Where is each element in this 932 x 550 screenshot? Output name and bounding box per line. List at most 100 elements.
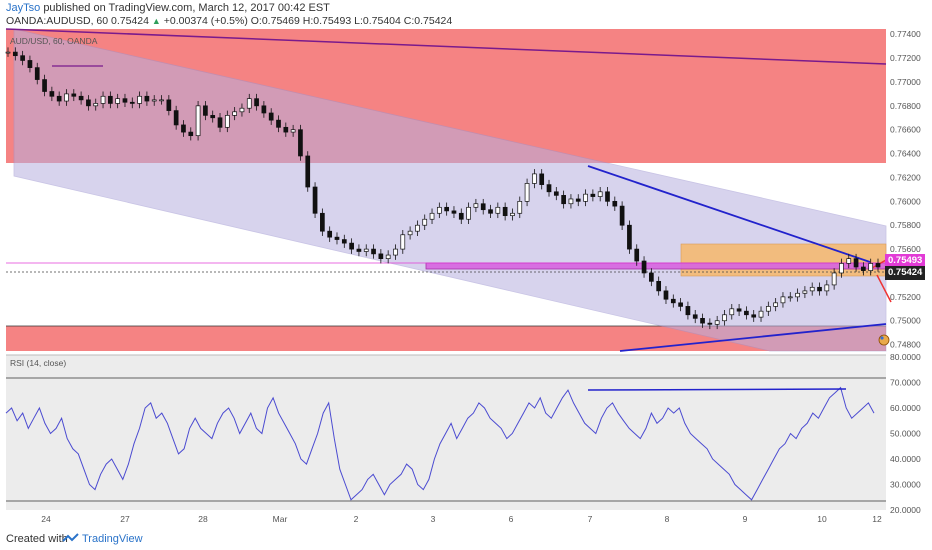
candle-body — [210, 115, 216, 119]
candle-body — [605, 191, 610, 202]
candle-body — [744, 310, 749, 316]
candlestick-series — [5, 47, 881, 330]
candle-body — [853, 258, 859, 268]
rsi-tick-label: 60.0000 — [890, 403, 921, 413]
price-tick-label: 0.75800 — [890, 220, 921, 230]
globe-icon[interactable] — [878, 334, 890, 346]
candle-body — [415, 224, 420, 232]
candle-body — [349, 242, 354, 250]
candle-body — [729, 308, 735, 316]
candle-body — [195, 105, 201, 137]
candle-body — [312, 186, 318, 214]
candle-body — [553, 191, 559, 196]
rsi-legend: RSI (14, close) — [10, 358, 66, 368]
candle-body — [239, 107, 245, 113]
candle-body — [670, 298, 676, 304]
candle-body — [5, 51, 11, 54]
price-tick-label: 0.74800 — [890, 340, 921, 350]
candle-body — [181, 124, 186, 133]
candle-body — [597, 191, 603, 197]
price-tick-label: 0.75000 — [890, 316, 921, 326]
candle-body — [802, 290, 808, 294]
time-tick-label: 2 — [354, 514, 359, 524]
candle-body — [765, 306, 771, 312]
candle-body — [93, 103, 99, 107]
candle-body — [78, 95, 84, 101]
candle-body — [795, 292, 800, 298]
low-value: 0.75404 — [362, 15, 401, 27]
candle-body — [495, 206, 501, 214]
candle-body — [678, 302, 683, 307]
candle-body — [203, 105, 208, 116]
high-value: 0.75493 — [313, 15, 352, 27]
price-tick-label: 0.76400 — [890, 149, 921, 159]
candle-body — [334, 236, 340, 240]
time-axis: 24 27 28 Mar 2 3 6 7 8 9 10 12 — [41, 514, 882, 524]
candle-body — [634, 248, 640, 262]
long-downtrend-line[interactable] — [5, 28, 887, 65]
candle-body — [261, 105, 267, 114]
candle-body — [787, 296, 793, 299]
up-arrow-icon: ▲ — [151, 16, 161, 26]
candle-body — [722, 314, 727, 322]
candle-body — [451, 210, 457, 214]
rsi-axis: 80.0000 70.0000 60.0000 50.0000 40.0000 30.00… — [890, 352, 921, 515]
symbol-label: OANDA:AUDUSD, 60 — [6, 15, 109, 27]
candle-body — [583, 193, 588, 202]
price-tick-label: 0.77200 — [890, 53, 921, 63]
time-tick-label: 9 — [743, 514, 748, 524]
change-value: +0.00374 (+0.5%) — [163, 15, 248, 27]
candle-body — [166, 99, 172, 111]
candle-body — [839, 263, 844, 274]
candle-body — [502, 206, 508, 217]
candle-body — [290, 129, 296, 133]
candle-body — [144, 95, 150, 102]
candle-body — [108, 95, 113, 104]
high-price-badge: 0.75493 — [885, 254, 926, 268]
time-tick-label: 8 — [665, 514, 670, 524]
candle-body — [122, 98, 128, 103]
candle-body — [49, 91, 55, 97]
projection-down-line[interactable] — [876, 274, 892, 303]
candle-body — [773, 302, 778, 307]
candle-body — [758, 310, 764, 318]
rising-support-line[interactable] — [619, 323, 887, 352]
ohlc-line: OANDA:AUDUSD, 60 0.75424 ▲ +0.00374 (+0.… — [6, 15, 452, 27]
candle-body — [546, 184, 552, 193]
candle-body — [568, 198, 574, 205]
rsi-trendline[interactable] — [587, 388, 847, 391]
candle-body — [385, 254, 391, 260]
rsi-tick-label: 50.0000 — [890, 429, 921, 439]
candle-body — [488, 209, 493, 214]
descending-channel[interactable] — [13, 28, 887, 352]
candle-body — [685, 306, 691, 316]
author-link[interactable]: JayTso — [6, 2, 41, 14]
falling-resistance-line[interactable] — [587, 165, 871, 263]
candle-body — [407, 230, 413, 236]
price-axis: 0.77400 0.77200 0.77000 0.76800 0.76600 0.764… — [890, 29, 921, 349]
candle-body — [444, 206, 450, 212]
candle-body — [480, 203, 486, 211]
tradingview-brand-link[interactable]: TradingView — [82, 533, 143, 545]
rsi-tick-label: 40.0000 — [890, 454, 921, 464]
candle-body — [590, 193, 596, 197]
candle-body — [707, 322, 713, 325]
chart-canvas[interactable]: AUD/USD, 60, OANDA 0.77400 0.77200 0.77000… — [0, 0, 932, 528]
candle-body — [824, 284, 830, 292]
close-label: C: — [403, 15, 415, 27]
rsi-tick-label: 80.0000 — [890, 352, 921, 362]
time-tick-label: 12 — [872, 514, 882, 524]
rsi-series — [5, 386, 875, 501]
candle-body — [173, 110, 179, 126]
candle-body — [42, 79, 47, 92]
candle-body — [188, 131, 194, 137]
candle-body — [20, 55, 25, 61]
candle-body — [641, 260, 647, 274]
time-tick-label: 7 — [588, 514, 593, 524]
open-label: O: — [250, 15, 262, 27]
last-price: 0.75424 — [111, 15, 149, 27]
supply-box[interactable] — [680, 243, 887, 277]
candle-body — [458, 212, 464, 220]
magenta-level-box[interactable] — [425, 262, 887, 270]
candle-body — [100, 95, 106, 104]
